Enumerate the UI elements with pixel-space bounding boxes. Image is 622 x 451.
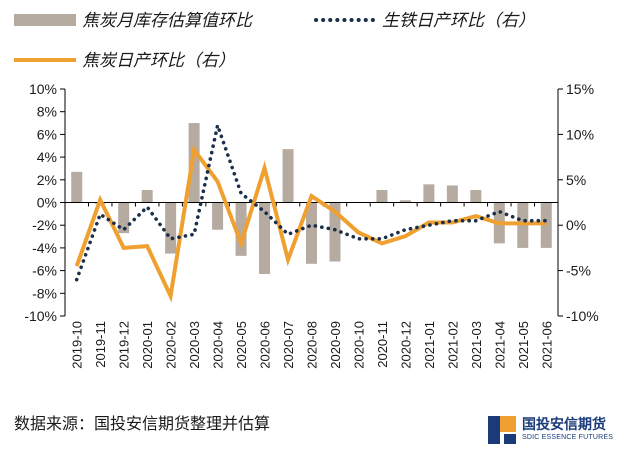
bar bbox=[118, 202, 130, 234]
x-tick-label: 2020-09 bbox=[328, 321, 343, 369]
bar bbox=[71, 171, 83, 203]
logo-mark-icon bbox=[488, 416, 516, 444]
x-tick-label: 2020-02 bbox=[164, 321, 179, 369]
x-tick-label: 2020-10 bbox=[351, 321, 366, 369]
bar bbox=[470, 190, 482, 203]
y-tick-label-left: -4% bbox=[32, 240, 57, 256]
x-tick-label: 2020-07 bbox=[281, 321, 296, 369]
x-tick-label: 2020-04 bbox=[211, 321, 226, 369]
bar bbox=[141, 190, 153, 203]
logo-name-cn: 国投安信期货 bbox=[522, 417, 606, 433]
x-tick-label: 2021-03 bbox=[469, 321, 484, 369]
bar bbox=[446, 185, 458, 203]
bar bbox=[306, 202, 317, 264]
bar bbox=[259, 202, 271, 275]
x-tick-label: 2020-11 bbox=[375, 321, 390, 368]
x-tick-label: 2021-05 bbox=[516, 321, 531, 369]
x-tick-label: 2020-12 bbox=[398, 321, 413, 369]
logo-name-en: SDIC ESSENCE FUTURES bbox=[522, 434, 614, 441]
x-tick-label: 2021-02 bbox=[445, 321, 460, 369]
legend: 焦炭月库存估算值环比 生铁日产环比（右） 焦炭日产环比（右） bbox=[14, 11, 535, 71]
x-tick-label: 2020-06 bbox=[258, 321, 273, 369]
y-tick-label-right: 10% bbox=[566, 126, 594, 142]
bar bbox=[329, 202, 341, 262]
series-line-coke-daily-output bbox=[74, 144, 547, 303]
legend-swatch-bar bbox=[14, 14, 76, 26]
plot-area: -10% -8% -6% -4% -2% 0% 2% 4% 6% 8% 10% -10% -5% 0% 5%… bbox=[24, 81, 598, 369]
source-note: 数据来源：国投安信期货整理并估算 bbox=[14, 414, 271, 433]
y-tick-label-left: 6% bbox=[37, 126, 57, 142]
x-tick-label: 2020-08 bbox=[305, 321, 320, 369]
company-logo: 国投安信期货 SDIC ESSENCE FUTURES bbox=[488, 414, 618, 448]
bar bbox=[399, 200, 411, 203]
y-tick-label-left: -8% bbox=[32, 285, 57, 301]
bar bbox=[376, 190, 388, 203]
y-tick-label-left: 2% bbox=[37, 172, 57, 188]
x-tick-label: 2019-11 bbox=[93, 321, 108, 368]
bar bbox=[212, 202, 224, 230]
bar bbox=[165, 202, 177, 254]
y-tick-label-left: -6% bbox=[32, 263, 57, 279]
legend-label-solid: 焦炭日产环比（右） bbox=[82, 51, 235, 71]
x-tick-label: 2020-03 bbox=[187, 321, 202, 369]
x-tick-label: 2020-01 bbox=[140, 321, 155, 369]
legend-label-dotted: 生铁日产环比（右） bbox=[382, 11, 535, 31]
y-tick-label-right: 5% bbox=[566, 172, 586, 188]
x-tick-label: 2019-10 bbox=[70, 321, 85, 369]
y-tick-label-right: 0% bbox=[566, 217, 586, 233]
y-tick-label-left: 8% bbox=[37, 104, 57, 120]
bar bbox=[423, 184, 435, 203]
y-tick-label-left: 10% bbox=[29, 81, 57, 97]
x-tick-label: 2019-12 bbox=[117, 321, 132, 369]
x-tick-label: 2021-04 bbox=[492, 321, 507, 369]
y-tick-label-right: 15% bbox=[566, 81, 594, 97]
y-tick-label-left: -2% bbox=[32, 217, 57, 233]
bar bbox=[282, 149, 294, 203]
series-line-pig-iron-daily-output bbox=[74, 118, 549, 282]
bar bbox=[188, 123, 200, 203]
x-tick-label: 2021-01 bbox=[422, 321, 437, 369]
y-tick-label-right: -10% bbox=[566, 308, 599, 324]
y-tick-label-left: -10% bbox=[24, 308, 57, 324]
x-tick-label: 2020-05 bbox=[234, 321, 249, 369]
x-tick-label: 2021-06 bbox=[539, 321, 554, 369]
bar bbox=[235, 202, 247, 256]
y-tick-label-left: 4% bbox=[37, 149, 57, 165]
y-tick-label-right: -5% bbox=[566, 263, 591, 279]
y-tick-label-left: 0% bbox=[37, 195, 57, 211]
legend-label-bar: 焦炭月库存估算值环比 bbox=[82, 11, 254, 31]
